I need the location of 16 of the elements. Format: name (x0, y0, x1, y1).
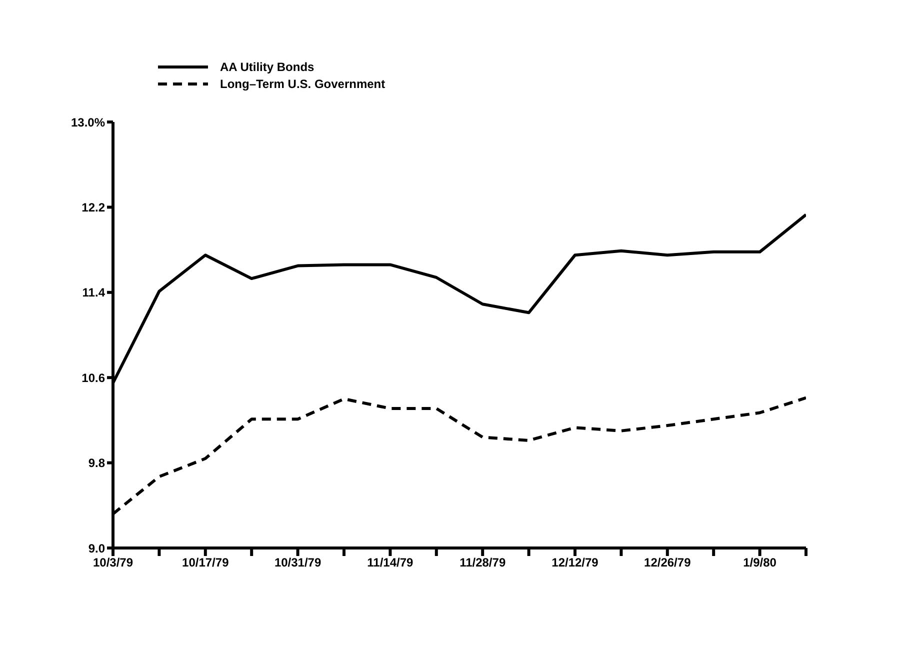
x-tick-label: 11/28/79 (460, 556, 506, 570)
x-tick-label: 10/17/79 (182, 556, 230, 570)
x-tick-label: 11/14/79 (367, 556, 414, 570)
y-tick-label: 13.0% (70, 115, 106, 130)
x-tick-label: 1/9/80 (743, 556, 777, 570)
x-tick-label: 10/31/79 (274, 556, 322, 570)
y-tick-label: 12.2 (82, 200, 106, 214)
x-tick-label: 12/12/79 (552, 556, 599, 570)
x-tick-label: 10/3/79 (92, 556, 134, 570)
y-tick-label: 9.8 (88, 456, 106, 470)
y-tick-label: 11.4 (82, 286, 106, 300)
legend-label: AA Utility Bonds (220, 60, 314, 74)
y-tick-label: 9.0 (88, 541, 106, 556)
legend-label: Long–Term U.S. Government (220, 76, 386, 90)
x-tick-label: 12/26/79 (644, 556, 692, 570)
y-tick-label: 10.6 (82, 370, 106, 385)
